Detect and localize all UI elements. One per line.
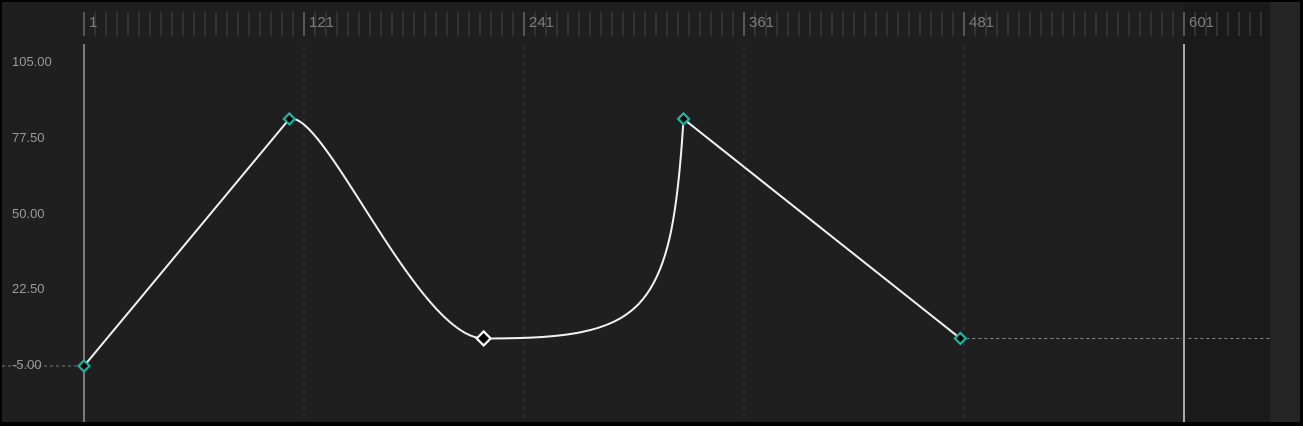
keyframe[interactable] [282,111,297,126]
ruler-label: 361 [749,14,775,31]
keyframe[interactable] [953,331,968,346]
value-label: 77.50 [12,129,45,145]
curve-segment [289,117,484,340]
value-label: 22.50 [12,281,45,297]
scroll-gutter [1270,2,1300,422]
ruler-label: 481 [969,14,995,31]
ruler-label: 601 [1189,14,1215,31]
value-label: 50.00 [12,205,45,221]
ruler-label: 241 [529,14,555,31]
keyframe[interactable] [676,111,691,126]
keyframe[interactable] [76,358,92,374]
out-of-range-region [1184,2,1270,422]
value-label: 105.00 [12,54,52,69]
selected-keyframe[interactable] [475,329,493,348]
curve-segment [682,118,961,340]
value-label: -5.00 [12,357,42,372]
curve-segment [483,118,685,340]
ruler-label: 1 [89,14,98,31]
curve-segment [83,118,291,367]
ruler-label: 121 [309,14,335,31]
